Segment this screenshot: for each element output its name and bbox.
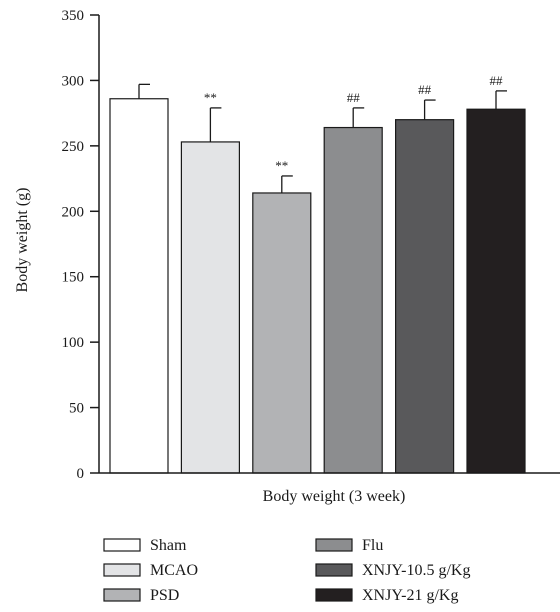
- significance-label-1: **: [204, 90, 217, 105]
- legend-swatch-0: [103, 538, 141, 552]
- legend-label-5: XNJY-21 g/Kg: [362, 587, 458, 604]
- legend-label-1: MCAO: [150, 562, 198, 579]
- legend-swatch-5: [315, 588, 353, 602]
- y-tick-label-0: 0: [77, 466, 85, 482]
- legend-swatch-2: [103, 588, 141, 602]
- legend-swatch-4: [315, 563, 353, 577]
- bar-3: [323, 126, 383, 474]
- y-tick-label-150: 150: [62, 270, 85, 286]
- significance-label-2: **: [275, 158, 288, 173]
- y-tick-label-100: 100: [62, 335, 85, 351]
- bars: ** ** ## ## ##: [109, 73, 526, 474]
- legend-swatch-3: [315, 538, 353, 552]
- bar-1: [180, 141, 240, 474]
- significance-label-3: ##: [347, 90, 361, 105]
- legend-label-2: PSD: [150, 587, 179, 604]
- y-axis-title: Body weight (g): [14, 188, 31, 293]
- y-axis: 0 50 100 150 200 250 300 350: [62, 8, 100, 482]
- bar-4: [395, 119, 455, 474]
- y-tick-label-350: 350: [62, 8, 85, 24]
- y-tick-label-250: 250: [62, 139, 85, 155]
- legend-label-0: Sham: [150, 537, 187, 554]
- y-tick-label-200: 200: [62, 204, 85, 220]
- y-tick-label-300: 300: [62, 73, 85, 89]
- bar-2: [252, 192, 312, 474]
- bar-5: [466, 108, 526, 474]
- x-axis-title: Body weight (3 week): [263, 488, 406, 505]
- legend: Sham MCAO PSD Flu XNJY-10.5 g/Kg XNJY-21 g/Kg: [103, 537, 470, 604]
- legend-label-3: Flu: [362, 537, 383, 554]
- legend-swatch-1: [103, 563, 141, 577]
- y-tick-label-50: 50: [69, 401, 84, 417]
- bar-0: [109, 98, 169, 474]
- significance-label-4: ##: [418, 82, 432, 97]
- legend-label-4: XNJY-10.5 g/Kg: [362, 562, 470, 579]
- significance-label-5: ##: [490, 73, 504, 88]
